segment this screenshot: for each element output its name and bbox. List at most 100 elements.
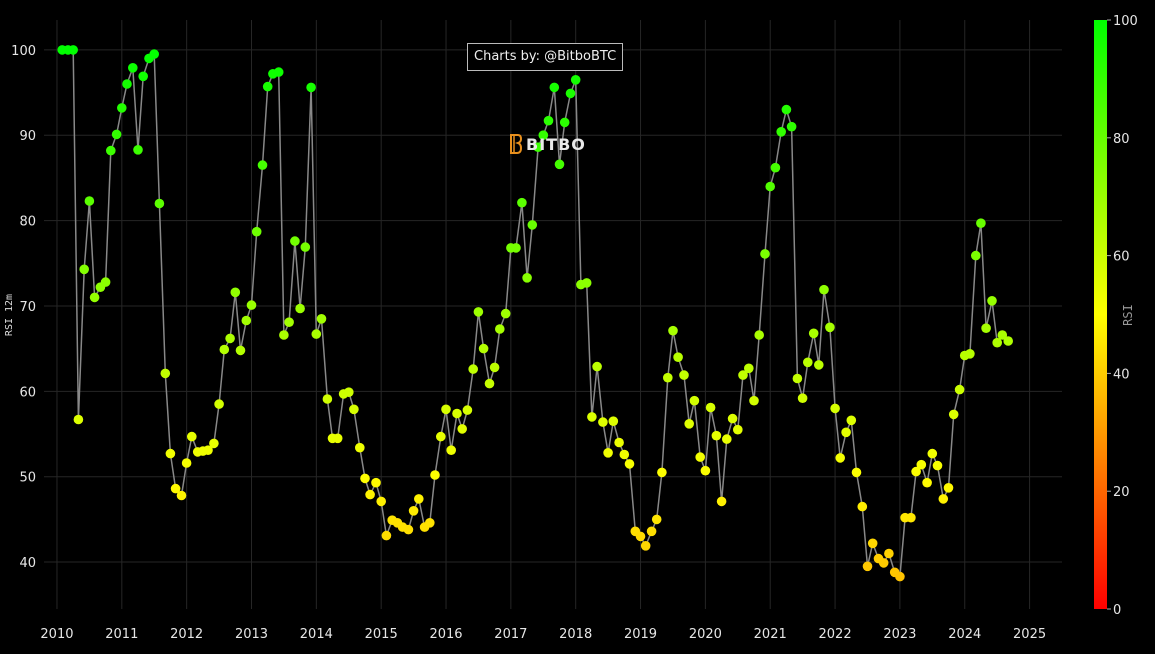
rsi-point <box>452 408 462 419</box>
rsi-point <box>273 67 284 77</box>
rsi-point <box>976 218 986 228</box>
rsi-point <box>916 459 927 470</box>
rsi-point <box>154 198 165 209</box>
rsi-point <box>663 372 673 383</box>
rsi-point <box>533 142 543 152</box>
rsi-point <box>414 494 424 504</box>
rsi-point <box>689 395 700 406</box>
rsi-point <box>954 384 965 395</box>
rsi-point <box>219 344 230 355</box>
rsi-point <box>857 501 868 512</box>
rsi-point <box>646 526 657 537</box>
rsi-point <box>300 242 311 252</box>
rsi-point <box>495 324 505 334</box>
rsi-point <box>262 81 273 92</box>
rsi-point <box>744 363 754 374</box>
rsi-point <box>992 337 1002 348</box>
rsi-point <box>522 273 532 283</box>
rsi-point <box>290 236 300 246</box>
rsi-point <box>867 538 878 549</box>
rsi-point <box>830 403 840 414</box>
y-tick-label: 70 <box>19 300 36 315</box>
x-tick-label: 2014 <box>300 627 333 642</box>
x-tick-label: 2018 <box>559 627 592 642</box>
rsi-point <box>230 287 241 298</box>
rsi-point <box>311 329 322 339</box>
rsi-point <box>176 490 187 501</box>
colorbar-tick-label: 80 <box>1113 132 1130 147</box>
rsi-point <box>538 130 549 140</box>
rsi-point <box>306 82 316 93</box>
rsi-point <box>209 438 219 449</box>
rsi-point <box>716 496 727 507</box>
rsi-point <box>776 127 786 137</box>
rsi-point <box>705 402 716 413</box>
rsi-point <box>749 395 759 406</box>
rsi-point <box>835 453 845 463</box>
y-axis-label: RSI 12m <box>4 294 15 336</box>
x-tick-label: 2024 <box>948 627 981 642</box>
y-tick-label: 50 <box>19 471 36 486</box>
rsi-point <box>170 483 181 494</box>
colorbar-tick-label: 100 <box>1113 14 1138 29</box>
x-tick-label: 2013 <box>235 627 268 642</box>
rsi-point <box>106 145 116 156</box>
rsi-point <box>668 325 678 336</box>
rsi-point <box>851 467 862 478</box>
rsi-point <box>225 333 235 344</box>
y-axis: 40 50 60 70 80 90 100 <box>11 44 36 571</box>
y-tick-label: 40 <box>19 556 36 571</box>
rsi-point <box>565 88 576 99</box>
colorbar-tick-label: 60 <box>1113 250 1130 265</box>
rsi-point <box>971 250 981 261</box>
rsi-point <box>760 249 770 259</box>
rsi-point <box>355 442 365 453</box>
rsi-point <box>360 473 370 484</box>
rsi-point <box>527 220 538 230</box>
rsi-point <box>543 115 554 126</box>
bitbo-logo-icon <box>510 134 522 154</box>
x-tick-label: 2016 <box>429 627 462 642</box>
watermark-text: BITBO <box>526 134 586 154</box>
rsi-point <box>214 399 224 409</box>
rsi-point <box>808 328 819 339</box>
rsi-point <box>948 409 959 420</box>
x-tick-label: 2015 <box>365 627 398 642</box>
rsi-point <box>619 449 630 460</box>
rsi-point <box>473 307 484 317</box>
rsi-point <box>549 82 560 93</box>
rsi-point <box>651 514 662 525</box>
y-tick-label: 100 <box>11 44 36 59</box>
rsi-point <box>100 277 111 287</box>
grid-lines <box>44 20 1062 609</box>
rsi-point <box>79 264 89 275</box>
rsi-point <box>235 345 246 356</box>
rsi-point <box>554 159 565 170</box>
rsi-point <box>73 414 84 425</box>
rsi-point <box>117 103 127 113</box>
rsi-point <box>657 467 667 478</box>
rsi-point <box>786 121 797 132</box>
rsi-point <box>322 394 333 404</box>
rsi-point <box>997 330 1008 340</box>
rsi-point <box>68 45 78 55</box>
rsi-point <box>468 364 479 374</box>
rsi-point <box>441 404 451 415</box>
colorbar-tick-label: 40 <box>1113 367 1130 382</box>
rsi-point <box>128 63 138 73</box>
rsi-point <box>344 387 354 398</box>
rsi-point <box>684 419 694 429</box>
rsi-point <box>825 322 835 333</box>
x-tick-label: 2020 <box>689 627 722 642</box>
rsi-point <box>765 181 775 192</box>
rsi-point <box>981 323 991 334</box>
rsi-point <box>349 404 359 415</box>
rsi-point <box>814 360 824 370</box>
rsi-point <box>884 548 894 559</box>
rsi-point <box>462 405 473 415</box>
rsi-point <box>284 317 294 328</box>
rsi-point <box>733 424 743 435</box>
rsi-point <box>738 370 748 380</box>
colorbar-title: RSI <box>1121 304 1135 326</box>
